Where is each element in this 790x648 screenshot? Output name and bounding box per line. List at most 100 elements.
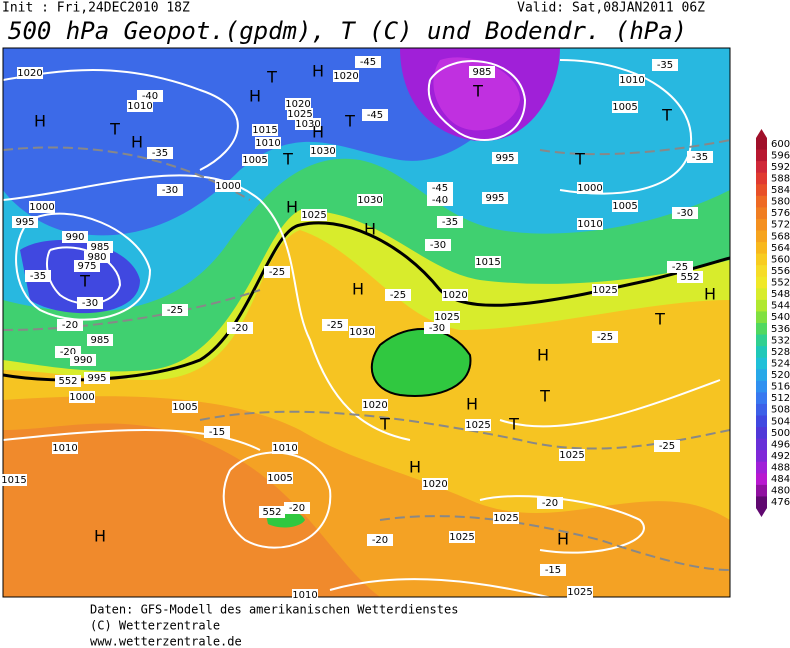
label-box: [612, 101, 638, 113]
contour-label: 1030: [310, 146, 335, 157]
contour-label: -25: [327, 320, 343, 331]
pressure-center: T: [472, 82, 483, 101]
pressure-center: H: [704, 285, 716, 304]
contour-label: 552: [58, 376, 77, 387]
contour-label: -40: [432, 195, 448, 206]
colorbar-label: 580: [771, 197, 790, 208]
label-box: [69, 391, 95, 403]
contour-label: 995: [495, 153, 514, 164]
colorbar-label: 556: [771, 266, 790, 277]
contour-label: -35: [657, 60, 673, 71]
pressure-center: T: [282, 150, 293, 169]
contour-label: 1010: [127, 101, 152, 112]
label-box: [652, 59, 678, 71]
label-box: [252, 124, 278, 136]
pressure-center: T: [654, 310, 665, 329]
label-box: [427, 182, 453, 194]
pressure-center: H: [34, 112, 46, 131]
pressure-center: T: [109, 120, 120, 139]
label-box: [592, 331, 618, 343]
colorbar-label: 532: [771, 335, 790, 346]
contour-label: -45: [360, 57, 376, 68]
label-box: [687, 151, 713, 163]
label-box: [17, 67, 43, 79]
colorbar-label: 560: [771, 254, 790, 265]
colorbar-label: 488: [771, 463, 790, 474]
contour-label: 1015: [475, 257, 500, 268]
contour-label: -20: [542, 498, 558, 509]
pressure-center: T: [79, 272, 90, 291]
colorbar-swatch: [756, 392, 767, 405]
label-box: [87, 241, 113, 253]
pressure-center: T: [379, 415, 390, 434]
label-box: [667, 261, 693, 273]
pressure-center: H: [131, 133, 143, 152]
colorbar-label: 600: [771, 139, 790, 150]
label-box: [434, 311, 460, 323]
colorbar-swatch: [756, 299, 767, 312]
contour-label: 1005: [242, 155, 267, 166]
contour-label: -35: [692, 152, 708, 163]
contour-label: 1020: [422, 479, 447, 490]
label-box: [162, 304, 188, 316]
pressure-center: H: [364, 220, 376, 239]
pressure-center: H: [352, 280, 364, 299]
label-box: [469, 66, 495, 78]
colorbar-label: 504: [771, 416, 790, 427]
contour-label: 985: [90, 242, 109, 253]
label-box: [619, 74, 645, 86]
pressure-center: T: [661, 106, 672, 125]
colorbar-swatch: [756, 253, 767, 266]
label-box: [272, 442, 298, 454]
contour-label: 1025: [287, 109, 312, 120]
contour-label: 1020: [442, 290, 467, 301]
pressure-center: H: [312, 123, 324, 142]
colorbar-swatch: [756, 207, 767, 220]
contour-label: 552: [680, 272, 699, 283]
label-box: [425, 239, 451, 251]
contour-label: -30: [677, 208, 693, 219]
contour-label: 1010: [255, 138, 280, 149]
colorbar-swatch: [756, 323, 767, 336]
colorbar-swatch: [756, 288, 767, 301]
colorbar-swatch: [756, 438, 767, 451]
colorbar-label: 540: [771, 312, 790, 323]
contour-label: -15: [545, 565, 561, 576]
pressure-center: T: [344, 112, 355, 131]
contour-label: 975: [77, 261, 96, 272]
label-box: [57, 319, 83, 331]
colorbar-label: 564: [771, 243, 790, 254]
label-box: [264, 266, 290, 278]
colorbar-label: 576: [771, 208, 790, 219]
colorbar-swatch: [756, 346, 767, 359]
colorbar-swatch: [756, 334, 767, 347]
pressure-center: H: [537, 346, 549, 365]
contour-label: 995: [87, 373, 106, 384]
label-box: [442, 289, 468, 301]
label-box: [62, 231, 88, 243]
colorbar-swatch: [756, 496, 767, 509]
label-box: [592, 284, 618, 296]
colorbar-label: 552: [771, 278, 790, 289]
label-box: [322, 319, 348, 331]
colorbar-label: 536: [771, 324, 790, 335]
contour-label: 995: [15, 217, 34, 228]
label-box: [465, 419, 491, 431]
contour-label: 1020: [17, 68, 42, 79]
label-box: [242, 154, 268, 166]
label-box: [29, 201, 55, 213]
pressure-center: H: [286, 198, 298, 217]
colorbar-label: 496: [771, 439, 790, 450]
colorbar-swatch: [756, 473, 767, 486]
colorbar-label: 484: [771, 474, 790, 485]
valid-time: Valid: Sat,08JAN2011 06Z: [517, 1, 705, 16]
contour-label: 1000: [29, 202, 54, 213]
label-box: [12, 216, 38, 228]
label-box: [301, 209, 327, 221]
contour-label: 1025: [493, 513, 518, 524]
label-box: [285, 98, 311, 110]
label-box: [355, 56, 381, 68]
label-box: [74, 260, 100, 272]
